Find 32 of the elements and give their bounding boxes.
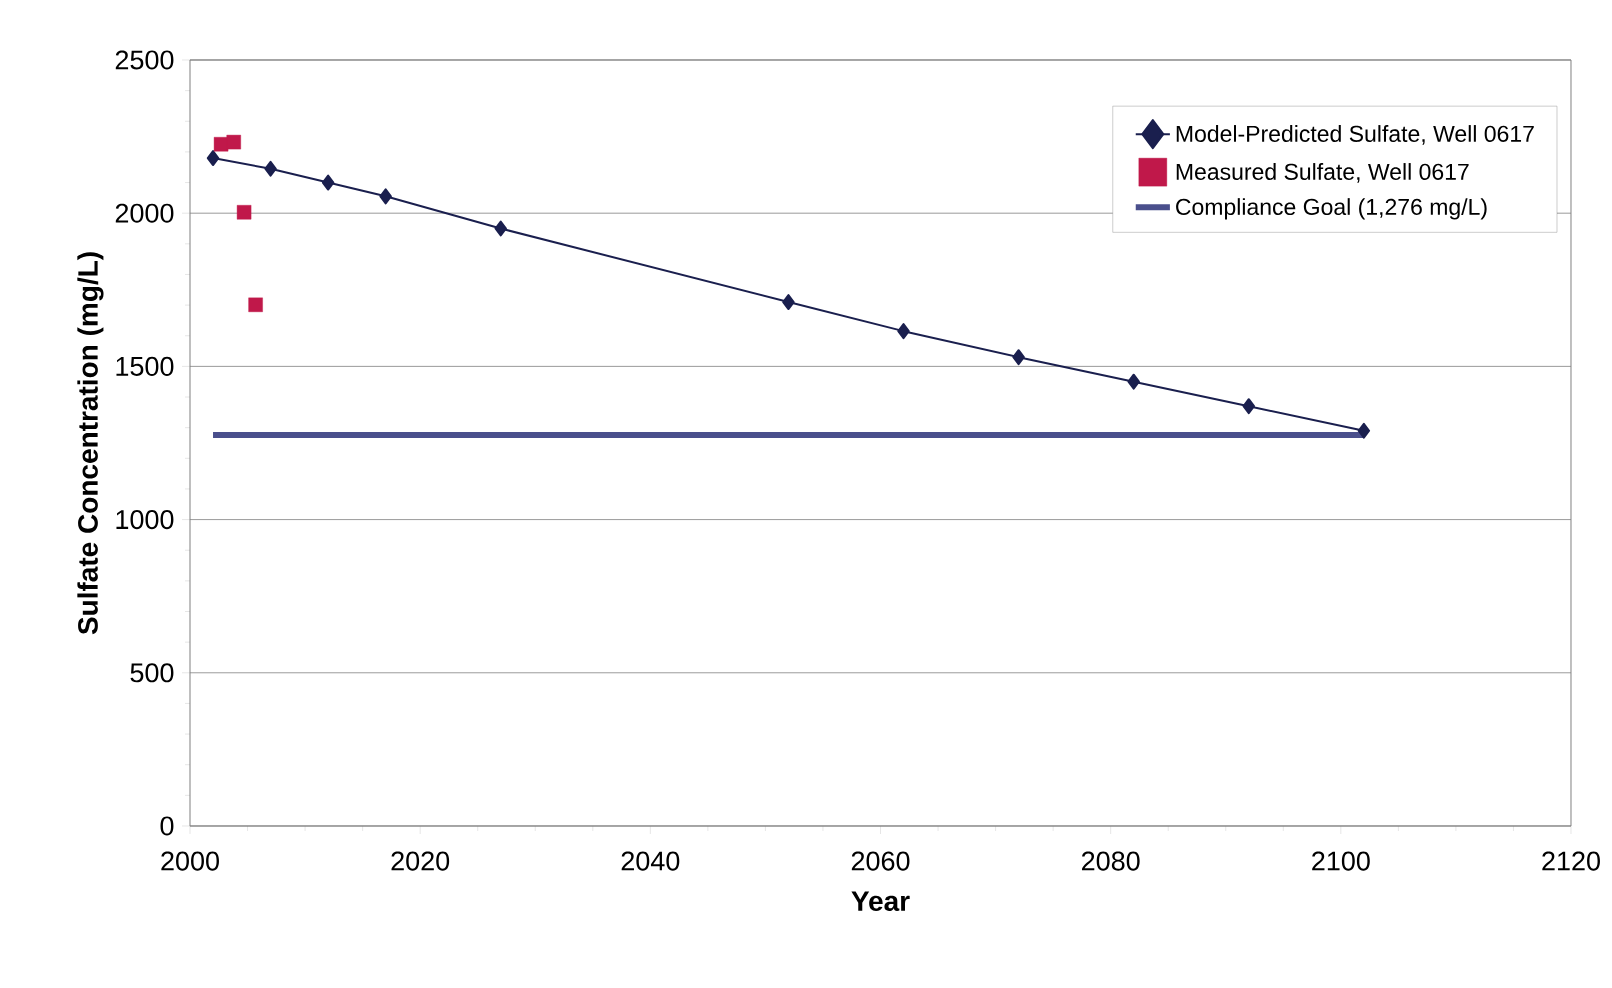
point — [264, 160, 277, 177]
y-axis-title: Sulfate Concentration (mg/L) — [77, 252, 104, 635]
x-tick-label: 2060 — [851, 851, 910, 871]
y-tick-label: 2500 — [115, 50, 174, 70]
point — [236, 205, 252, 220]
x-axis-title: Year — [851, 891, 910, 912]
point — [782, 294, 795, 311]
legend-label: Model-Predicted Sulfate, Well 0617 — [1176, 125, 1534, 145]
x-tick-label: 2100 — [1312, 851, 1370, 871]
x-tick-label: 2080 — [1082, 851, 1140, 871]
y-tick-label: 1000 — [116, 510, 174, 530]
point — [897, 323, 910, 340]
point — [1357, 422, 1371, 439]
point — [1127, 373, 1140, 390]
y-tick-label: 0 — [160, 816, 174, 836]
legend-label: Compliance Goal (1,276 mg/L) — [1176, 198, 1487, 220]
x-tick-label: 2000 — [161, 851, 219, 871]
y-tick-label: 2000 — [115, 203, 174, 223]
point — [494, 220, 507, 237]
point — [248, 297, 263, 312]
y-tick-label: 500 — [130, 663, 174, 683]
x-tick-label: 2040 — [621, 851, 680, 871]
y-tick-label: 1500 — [116, 356, 174, 376]
point — [1012, 349, 1025, 366]
point — [226, 134, 241, 150]
point — [206, 150, 220, 167]
point — [321, 174, 335, 191]
point — [1242, 398, 1256, 415]
point — [379, 188, 392, 205]
x-tick-label: 2020 — [391, 851, 450, 871]
x-tick-label: 2120 — [1542, 851, 1600, 871]
legend-label: Measured Sulfate, Well 0617 — [1176, 163, 1469, 183]
